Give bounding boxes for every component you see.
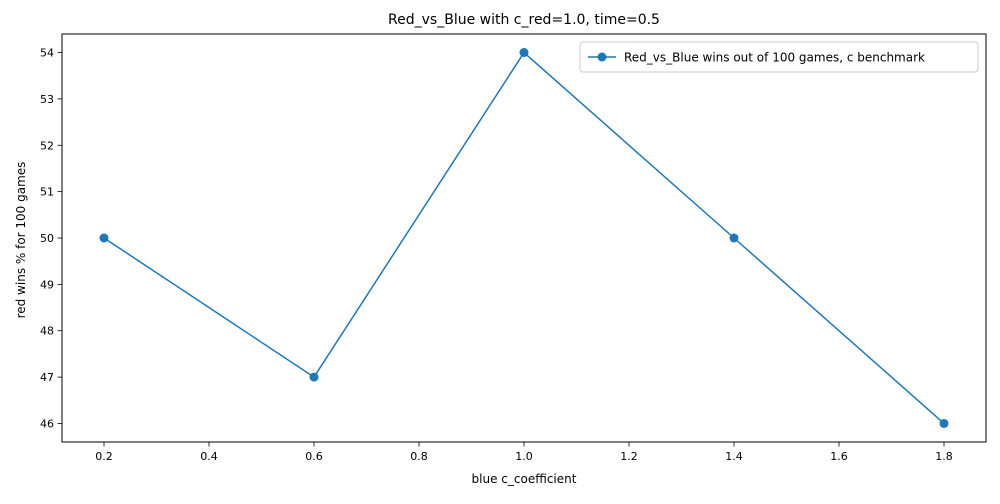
data-point (99, 233, 109, 243)
y-tick-label: 51 (40, 186, 54, 199)
data-point (309, 372, 319, 382)
x-tick-label: 0.8 (410, 450, 428, 463)
data-point (519, 48, 529, 58)
y-tick-label: 49 (40, 278, 54, 291)
y-axis: 46 47 48 49 50 51 52 53 54 (40, 47, 62, 430)
x-axis: 0.2 0.4 0.6 0.8 1.0 1.2 1.4 1.6 1.8 (95, 442, 953, 463)
x-tick-label: 1.2 (620, 450, 638, 463)
y-tick-label: 52 (40, 139, 54, 152)
y-tick-label: 50 (40, 232, 54, 245)
chart-title: Red_vs_Blue with c_red=1.0, time=0.5 (388, 12, 660, 28)
series-layer (99, 48, 949, 428)
x-axis-label: blue c_coefficient (472, 472, 577, 486)
legend: Red_vs_Blue wins out of 100 games, c ben… (579, 41, 979, 73)
plot-frame (61, 33, 987, 443)
y-tick-label: 54 (40, 47, 54, 60)
legend-box (579, 41, 979, 73)
y-tick-label: 53 (40, 93, 54, 106)
x-tick-label: 1.4 (725, 450, 743, 463)
x-tick-label: 1.0 (515, 450, 533, 463)
legend-marker-swatch (597, 52, 607, 62)
legend-label: Red_vs_Blue wins out of 100 games, c ben… (624, 51, 925, 65)
x-tick-label: 0.6 (305, 450, 323, 463)
data-point (729, 233, 739, 243)
x-tick-label: 1.6 (830, 450, 848, 463)
y-tick-label: 46 (40, 417, 54, 430)
x-tick-label: 0.2 (95, 450, 113, 463)
y-tick-label: 48 (40, 325, 54, 338)
x-tick-label: 1.8 (935, 450, 953, 463)
y-axis-label: red wins % for 100 games (14, 162, 28, 319)
x-tick-label: 0.4 (200, 450, 218, 463)
data-point (939, 418, 949, 428)
series-line (103, 51, 945, 425)
y-tick-label: 47 (40, 371, 54, 384)
plot-area (61, 33, 987, 443)
